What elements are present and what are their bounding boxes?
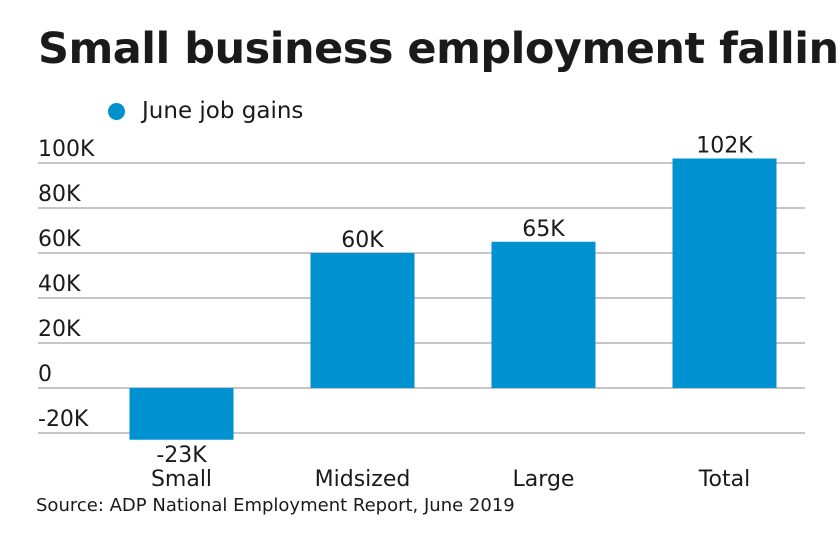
- x-category-label: Small: [151, 467, 212, 492]
- x-axis-categories: Small Midsized Large Total: [151, 467, 750, 492]
- bar: [310, 253, 415, 388]
- bar: [672, 158, 777, 388]
- chart-title: Small business employment falling: [38, 24, 840, 74]
- y-tick-label: 60K: [38, 227, 81, 252]
- bar: [491, 241, 596, 388]
- bar: [129, 388, 234, 440]
- x-category-label: Midsized: [315, 467, 411, 492]
- data-labels: -23K 60K 65K 102K: [156, 134, 753, 468]
- data-label: -23K: [156, 443, 207, 468]
- data-label: 102K: [696, 134, 753, 159]
- bars: [129, 158, 777, 440]
- data-label: 65K: [522, 217, 565, 242]
- y-tick-label: 0: [38, 362, 52, 387]
- y-tick-label: -20K: [38, 407, 89, 432]
- legend-swatch: [108, 102, 125, 120]
- y-tick-label: 40K: [38, 272, 81, 297]
- legend: June job gains: [108, 98, 303, 124]
- legend-label: June job gains: [142, 98, 304, 124]
- y-axis-ticks: 100K 80K 60K 40K 20K 0 -20K: [38, 137, 95, 432]
- x-category-label: Total: [698, 467, 750, 492]
- y-tick-label: 100K: [38, 137, 95, 162]
- x-category-label: Large: [513, 467, 575, 492]
- source-note: Source: ADP National Employment Report, …: [36, 495, 515, 516]
- y-tick-label: 80K: [38, 182, 81, 207]
- data-label: 60K: [341, 228, 384, 253]
- y-tick-label: 20K: [38, 317, 81, 342]
